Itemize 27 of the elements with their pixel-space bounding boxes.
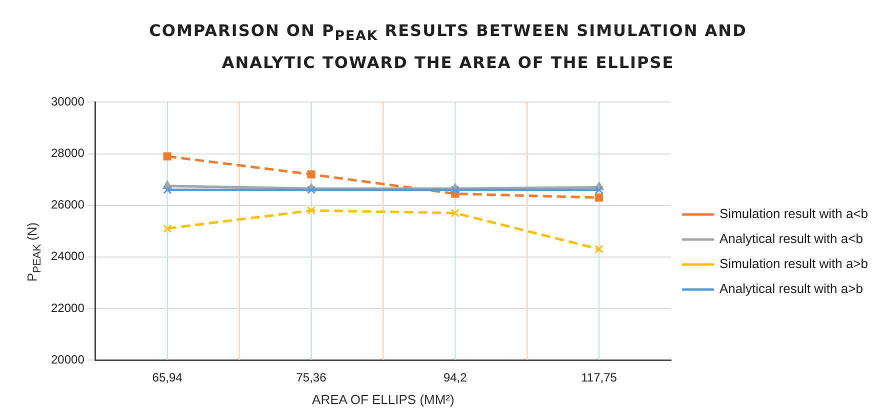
point [594,244,604,254]
y-tick-label: 24000 [50,249,85,264]
legend-label: Simulation result with a>b [720,256,868,272]
point [306,206,316,215]
y-tick-label: 22000 [50,300,85,315]
point [163,152,172,160]
point [450,186,460,194]
legend-label: Analytical result with a>b [720,281,863,296]
y-tick-label: 30000 [50,94,85,109]
point [163,224,172,233]
legend-label: Simulation result with a<b [720,206,868,222]
point [163,186,172,194]
point [595,194,604,202]
x-axis-title: AREA OF ELLIPS (MM²) [312,392,454,407]
legend-label: Analytical result with a<b [720,231,863,246]
y-tick-label: 28000 [50,146,85,160]
y-tick-label: 26000 [50,198,85,212]
x-tick-label: 75,36 [296,370,327,385]
chart-title: COMPARISON ON P$_{PEAK}$ RESULTS BETWEEN SIMULATION AND ANALYTIC TOWARD THE AREA OF THE ELLIPSE [148,20,748,74]
point [594,186,604,194]
point [450,208,460,218]
y-tick-label: 20000 [50,352,85,366]
point [306,186,316,194]
x-tick-label: 94,2 [443,370,468,385]
point [307,170,316,178]
x-tick-label: 117,75 [581,370,618,385]
x-tick-label: 65,94 [152,370,183,385]
